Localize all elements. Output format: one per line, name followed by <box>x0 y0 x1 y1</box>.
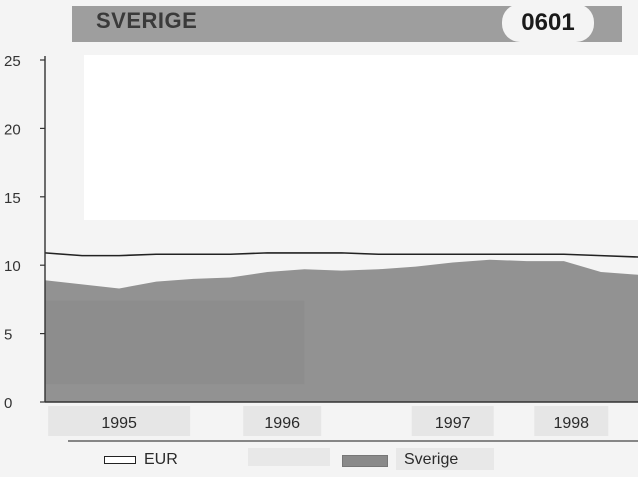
line-layer <box>44 252 638 258</box>
x-tick-label: 1997 <box>435 415 471 432</box>
legend-sverige-label: Sverige <box>404 451 459 468</box>
eur-line <box>44 252 638 258</box>
legend: EUR Sverige <box>70 446 630 474</box>
x-tick-label-bg <box>411 406 494 436</box>
y-tick-label: 10 <box>4 258 21 275</box>
legend-spacer <box>248 448 330 466</box>
x-tick-label: 1998 <box>553 415 589 432</box>
y-tick-label: 15 <box>4 190 21 207</box>
legend-sverige-swatch <box>342 455 388 467</box>
y-tick-label: 0 <box>4 395 12 412</box>
x-tick-label-bg <box>48 406 191 436</box>
sverige-area-shade <box>45 300 305 385</box>
x-tick-label-bg <box>243 406 322 436</box>
axis-layer: 0 5 10 15 20 25 1995 1996 1997 1998 <box>4 53 638 442</box>
y-tick-label: 20 <box>4 121 21 138</box>
x-tick-label-bg <box>534 406 609 436</box>
y-tick-label: 25 <box>4 53 21 70</box>
x-tick-label: 1996 <box>264 415 300 432</box>
legend-eur-swatch <box>104 456 136 464</box>
legend-sverige-label-bg <box>396 448 494 470</box>
chart-code-badge: 0601 <box>502 4 594 42</box>
area-layer <box>45 259 638 402</box>
chart-title: SVERIGE <box>96 8 198 33</box>
legend-eur-label: EUR <box>144 451 178 468</box>
y-tick-label: 5 <box>4 327 12 344</box>
x-tick-label: 1995 <box>101 415 137 432</box>
upper-blank-panel <box>84 55 638 220</box>
